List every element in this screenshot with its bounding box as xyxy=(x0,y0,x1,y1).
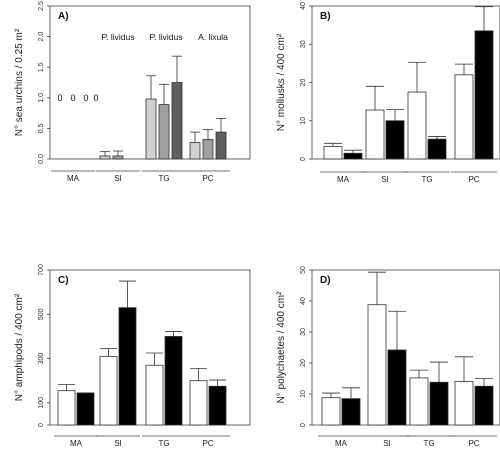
panel-label: B) xyxy=(320,11,331,22)
category-label: SI xyxy=(114,439,122,448)
bar xyxy=(164,336,183,426)
panel-label: D) xyxy=(320,275,331,286)
bar xyxy=(323,145,343,160)
panel-label: A) xyxy=(58,11,69,22)
panel-3: 0 100 300 500 700 N° amphipods / 400 cm² C) MA S… xyxy=(14,264,251,448)
bar xyxy=(189,142,201,160)
bar xyxy=(158,104,170,160)
bar xyxy=(454,381,474,426)
bar xyxy=(474,385,494,426)
category-label: SI xyxy=(381,175,389,184)
panel-label: C) xyxy=(58,275,69,286)
category-label: SI xyxy=(114,174,122,183)
zero-label: 0 xyxy=(70,93,75,103)
y-tick-label: 0 xyxy=(38,423,45,427)
bar xyxy=(387,349,407,426)
bar xyxy=(409,377,429,426)
panel-2: 0 10 20 30 40 N° mollusks / 400 cm² B) MA SI TG PC xyxy=(276,2,500,184)
category-label: TG xyxy=(423,439,434,448)
series-label: P. lividus xyxy=(102,32,135,42)
bar xyxy=(76,392,95,426)
y-tick-label: 40 xyxy=(300,2,307,10)
bar xyxy=(341,398,361,426)
y-axis-label: N° sea urchins / 0.25 m² xyxy=(14,28,25,136)
category-label: PC xyxy=(202,174,213,183)
y-tick-label: 300 xyxy=(38,353,45,365)
category-label: MA xyxy=(67,174,80,183)
category-label: MA xyxy=(70,439,83,448)
category-label: SI xyxy=(383,439,391,448)
panel-1: 0.0 0.5 1.0 1.5 2.0 2.5 N° sea urchins / 0.25 … xyxy=(14,1,251,183)
y-tick-label: 2.0 xyxy=(38,32,45,42)
y-tick-label: 30 xyxy=(300,40,307,48)
y-tick-label: 2.5 xyxy=(38,1,45,11)
y-tick-label: 10 xyxy=(300,390,307,398)
y-axis-label: N° amphipods / 400 cm² xyxy=(14,293,25,401)
bar xyxy=(171,82,183,160)
bar xyxy=(189,380,208,426)
y-tick-label: 100 xyxy=(38,397,45,409)
y-axis-label: N° polychaetes / 400 cm² xyxy=(276,291,287,403)
series-label: A. lixula xyxy=(198,32,228,42)
bar xyxy=(454,74,474,160)
bar xyxy=(474,30,494,160)
y-tick-label: 40 xyxy=(300,297,307,305)
category-label: TG xyxy=(158,174,169,183)
bar xyxy=(57,390,76,426)
series-label: P. lividus xyxy=(150,32,183,42)
category-label: MA xyxy=(335,439,348,448)
y-tick-label: 0 xyxy=(300,423,307,427)
category-label: MA xyxy=(337,175,350,184)
zero-label: 0 xyxy=(93,93,98,103)
y-tick-label: 1.5 xyxy=(38,62,45,72)
bar xyxy=(112,155,124,160)
bar xyxy=(215,131,227,160)
y-tick-label: 500 xyxy=(38,308,45,320)
y-tick-label: 10 xyxy=(300,117,307,125)
bar xyxy=(208,385,227,426)
y-tick-label: 50 xyxy=(300,266,307,274)
y-tick-label: 0.0 xyxy=(38,154,45,164)
bar xyxy=(407,91,427,160)
y-tick-label: 30 xyxy=(300,328,307,336)
bar xyxy=(429,381,449,426)
bar xyxy=(427,138,447,160)
bar xyxy=(99,155,111,160)
y-tick-label: 700 xyxy=(38,264,45,276)
category-label: PC xyxy=(202,439,213,448)
bar xyxy=(385,120,405,160)
y-tick-label: 20 xyxy=(300,359,307,367)
panel-4: 0 10 20 30 40 50 N° polychaetes / 400 cm² D) MA S… xyxy=(276,266,500,448)
bar xyxy=(99,355,118,426)
y-tick-label: 20 xyxy=(300,79,307,87)
category-label: TG xyxy=(421,175,432,184)
bar xyxy=(145,98,157,160)
bar xyxy=(118,307,137,426)
y-tick-label: 1.0 xyxy=(38,93,45,103)
category-label: PC xyxy=(468,439,479,448)
bar xyxy=(202,139,214,160)
bar xyxy=(365,109,385,160)
zero-label: 0 xyxy=(57,93,62,103)
bar xyxy=(343,152,363,160)
y-tick-label: 0.5 xyxy=(38,123,45,133)
bar xyxy=(321,397,341,426)
category-label: PC xyxy=(468,175,479,184)
zero-label: 0 xyxy=(83,93,88,103)
category-label: TG xyxy=(158,439,169,448)
bar xyxy=(145,364,164,426)
y-axis-label: N° mollusks / 400 cm² xyxy=(276,33,287,131)
bar xyxy=(367,304,387,426)
y-tick-label: 0 xyxy=(300,157,307,161)
